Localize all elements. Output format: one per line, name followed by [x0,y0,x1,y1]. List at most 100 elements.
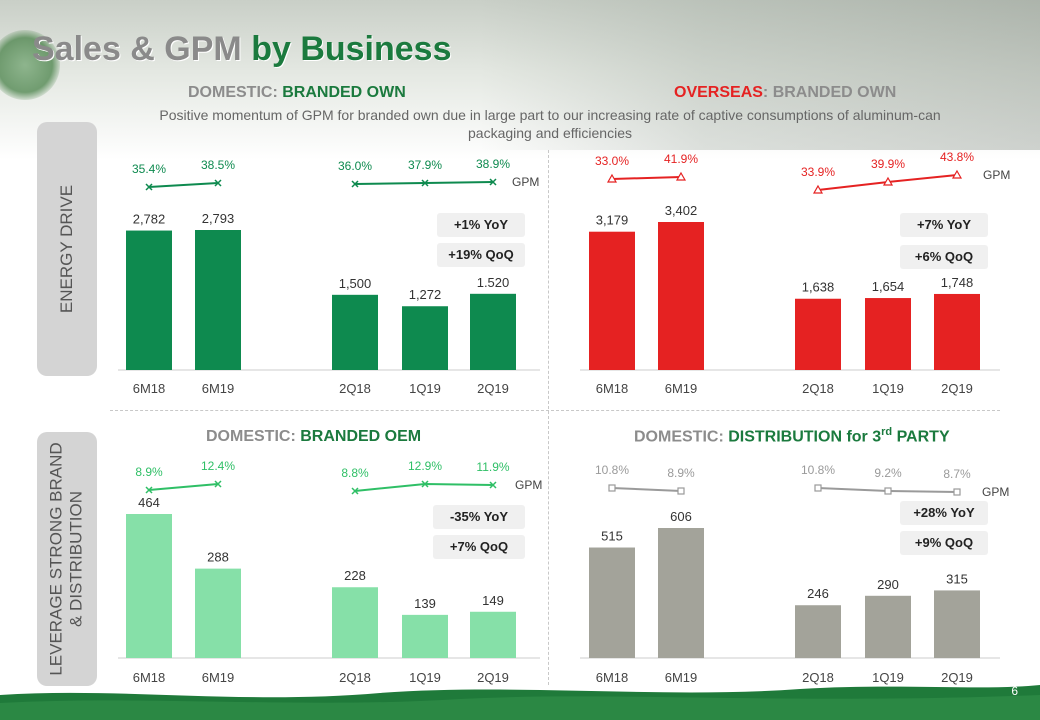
badge-qoq: +19% QoQ [437,243,525,267]
side-label-leverage: LEVERAGE STRONG BRAND & DISTRIBUTION [37,432,97,686]
bar [402,306,448,370]
vertical-divider [548,150,549,685]
bar-value-label: 290 [877,577,899,592]
section-title-domestic-distribution: DOMESTIC: DISTRIBUTION for 3rd PARTY [634,426,950,446]
gpm-value-label: 10.8% [801,463,835,477]
bar [126,514,172,658]
x-tick-label: 2Q18 [802,381,834,396]
x-tick-label: 6M19 [665,381,698,396]
gpm-marker [351,180,359,188]
section-prefix: DOMESTIC: [188,84,278,101]
gpm-value-label: 39.9% [871,157,905,171]
gpm-series-name: GPM [982,485,1009,499]
x-tick-label: 2Q18 [802,670,834,685]
bar-value-label: 606 [670,509,692,524]
gpm-marker [214,480,222,488]
bar [865,298,911,370]
gpm-marker [145,183,153,191]
section-title-overseas-branded-own: OVERSEAS: BRANDED OWN [674,84,896,102]
x-tick-label: 6M18 [133,381,166,396]
gpm-value-label: 36.0% [338,159,372,173]
gpm-marker [214,179,222,187]
gpm-value-label: 8.8% [341,466,369,480]
bar [795,605,841,658]
badge-qoq: +6% QoQ [900,245,988,269]
gpm-marker [884,487,892,495]
badge-yoy: +7% YoY [900,213,988,237]
bar-value-label: 139 [414,596,436,611]
bar [470,611,516,658]
gpm-value-label: 10.8% [595,463,629,477]
bar-value-label: 1,272 [409,287,442,302]
section-name: BRANDED OWN [768,84,897,101]
bar [195,568,241,658]
header-background [0,0,1040,160]
bar [589,547,635,658]
gpm-marker [421,480,429,488]
bar [658,222,704,370]
badge-yoy: +28% YoY [900,501,988,525]
bar-value-label: 1,654 [872,279,905,294]
gpm-value-label: 33.0% [595,154,629,168]
x-tick-label: 1Q19 [872,381,904,396]
gpm-marker [489,481,497,489]
badge-yoy: +1% YoY [437,213,525,237]
page-title-part1: Sales & GPM [32,30,242,68]
bar-value-label: 1,638 [802,280,835,295]
gpm-marker [814,484,822,492]
gpm-value-label: 8.7% [943,467,971,481]
gpm-line [611,487,682,492]
x-tick-label: 1Q19 [409,670,441,685]
side-label-energy-drive: ENERGY DRIVE [37,122,97,376]
bar [589,231,635,370]
section-suffix: PARTY [892,428,950,446]
bar-value-label: 149 [482,593,504,608]
gpm-line [148,483,219,491]
bar [332,587,378,658]
x-tick-label: 6M18 [596,670,629,685]
x-tick-label: 6M19 [665,670,698,685]
section-title-domestic-branded-oem: DOMESTIC: BRANDED OEM [206,428,421,446]
bar-value-label: 3,179 [596,213,629,228]
gpm-value-label: 33.9% [801,165,835,179]
gpm-marker [951,169,963,179]
x-tick-label: 2Q18 [339,670,371,685]
x-tick-label: 6M19 [202,381,235,396]
bar [195,230,241,370]
gpm-marker [675,171,687,181]
gpm-value-label: 41.9% [664,152,698,166]
page-number: 6 [1011,684,1018,698]
bar-value-label: 3,402 [665,203,698,218]
gpm-line [148,182,219,188]
gpm-value-label: 37.9% [408,158,442,172]
gpm-marker [606,173,618,183]
gpm-marker [421,179,429,187]
x-tick-label: 1Q19 [409,381,441,396]
bar [934,590,980,658]
gpm-value-label: 12.9% [408,459,442,473]
gpm-value-label: 8.9% [135,465,163,479]
bar [332,294,378,370]
bar-value-label: 315 [946,571,968,586]
bar [470,293,516,370]
gpm-value-label: 9.2% [874,466,902,480]
gpm-value-label: 12.4% [201,459,235,473]
bar-value-label: 1,500 [339,276,372,291]
horizontal-divider [110,410,1000,411]
x-tick-label: 2Q19 [477,381,509,396]
bar-value-label: 2,793 [202,211,235,226]
section-superscript: rd [881,426,893,438]
gpm-series-name: GPM [512,175,539,189]
bar-value-label: 464 [138,495,160,510]
x-tick-label: 6M18 [596,381,629,396]
bar-value-label: 2,782 [133,212,166,227]
gpm-value-label: 8.9% [667,466,695,480]
bar-value-label: 1,748 [941,275,974,290]
gpm-marker [145,486,153,494]
gpm-marker [351,487,359,495]
bar [795,298,841,370]
page-subtitle: Positive momentum of GPM for branded own… [159,107,941,141]
section-prefix: DOMESTIC: [206,428,296,445]
gpm-value-label: 43.8% [940,150,974,164]
